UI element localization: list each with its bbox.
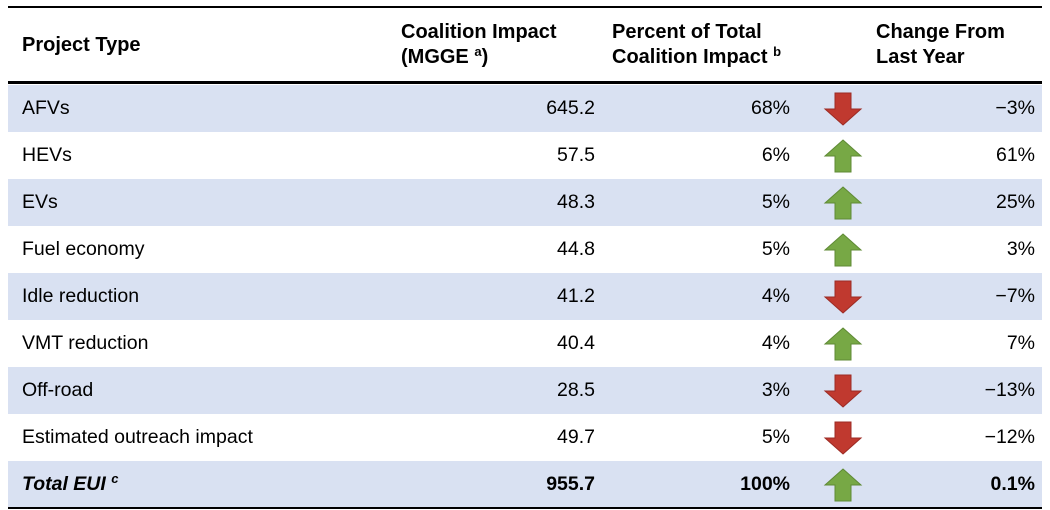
percent-cell: 4% [761,332,790,354]
header-text: Coalition Impact b [612,45,781,70]
project-name: Total EUI [22,473,106,495]
project-name: Estimated outreach impact [22,426,253,448]
arrow-shape [823,421,863,455]
footnote-mark: b [773,44,782,59]
table-row: Off-road 28.5 3% −13% [8,367,1042,414]
arrow-shape [823,186,863,220]
project-name: Idle reduction [22,285,140,307]
project-cell: Estimated outreach impact [22,414,253,461]
header-change: Change From Last Year [876,20,1005,70]
arrow-shape [823,233,863,267]
percent-cell: 6% [761,144,790,166]
project-cell: AFVs [22,85,70,132]
up-arrow [823,327,863,361]
impact-cell: 41.2 [557,285,595,307]
header-project: Project Type [22,34,141,56]
project-name: VMT reduction [22,332,149,354]
impact-cell: 49.7 [557,426,595,448]
arrow-shape [823,468,863,502]
up-arrow [823,233,863,267]
project-cell: Fuel economy [22,226,144,273]
project-cell: HEVs [22,132,72,179]
header-impact: Coalition Impact (MGGE a) [401,20,557,70]
up-arrow [823,186,863,220]
change-cell: −12% [984,426,1035,448]
project-cell: VMT reduction [22,320,148,367]
impact-cell: 645.2 [546,97,595,119]
arrow-shape [823,92,863,126]
total-row: Total EUI c 955.7 100% 0.1% [8,461,1042,508]
percent-cell: 5% [761,191,790,213]
change-cell: 7% [1006,332,1035,354]
top-rule [8,6,1042,8]
bottom-rule [8,507,1042,509]
arrow-shape [823,374,863,408]
percent-cell: 4% [761,285,790,307]
header-rule [8,81,1042,84]
change-cell: 61% [995,144,1035,166]
header-text: (MGGE [401,46,469,68]
impact-cell: 28.5 [557,379,595,401]
impact-cell: 40.4 [557,332,595,354]
project-cell: Total EUI c [22,461,118,508]
impact-cell: 48.3 [557,191,595,213]
project-cell: EVs [22,179,58,226]
project-name: Fuel economy [22,238,145,260]
down-arrow [823,421,863,455]
header-text: Change From [876,21,1005,43]
arrow-shape [823,139,863,173]
header-text: Last Year [876,46,965,68]
table-row: Estimated outreach impact 49.7 5% −12% [8,414,1042,461]
project-name: EVs [22,191,58,213]
header-text: Coalition Impact [401,21,557,43]
header-text: (MGGE a) [401,45,557,70]
change-cell: 3% [1006,238,1035,260]
project-name: Off-road [22,379,94,401]
footnote-mark: a [474,44,482,59]
down-arrow [823,92,863,126]
up-arrow [823,468,863,502]
table-row: Fuel economy 44.8 5% 3% [8,226,1042,273]
arrow-shape [823,280,863,314]
table-row: Idle reduction 41.2 4% −7% [8,273,1042,320]
table-row: AFVs 645.2 68% −3% [8,85,1042,132]
impact-cell: 44.8 [557,238,595,260]
percent-cell: 68% [750,97,790,119]
table-row: EVs 48.3 5% 25% [8,179,1042,226]
impact-cell: 57.5 [557,144,595,166]
project-name: HEVs [22,144,72,166]
project-name: AFVs [22,97,70,119]
table-row: VMT reduction 40.4 4% 7% [8,320,1042,367]
down-arrow [823,280,863,314]
project-cell: Idle reduction [22,273,139,320]
project-cell: Off-road [22,367,93,414]
impact-cell: 955.7 [546,473,595,495]
up-arrow [823,139,863,173]
down-arrow [823,374,863,408]
change-cell: −13% [984,379,1035,401]
change-cell: −3% [995,97,1035,119]
percent-cell: 5% [761,426,790,448]
change-cell: 25% [995,191,1035,213]
arrow-shape [823,327,863,361]
header-text: ) [481,46,489,68]
header-text: Percent of Total [612,21,762,43]
percent-cell: 5% [761,238,790,260]
percent-cell: 100% [740,473,790,495]
change-cell: 0.1% [990,473,1035,495]
header-text: Coalition Impact [612,46,768,68]
change-cell: −7% [995,285,1035,307]
footnote-mark: c [111,471,119,486]
header-percent: Percent of Total Coalition Impact b [612,20,781,70]
table-row: HEVs 57.5 6% 61% [8,132,1042,179]
percent-cell: 3% [761,379,790,401]
